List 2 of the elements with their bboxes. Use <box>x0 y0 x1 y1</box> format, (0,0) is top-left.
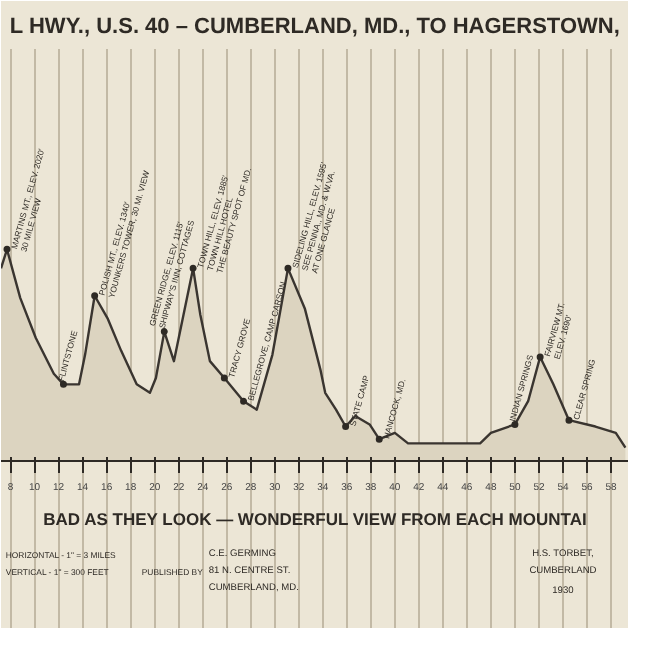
text: BAD AS THEY LOOK — WONDERFUL VIEW FROM EACH MOUNTAI <box>43 509 587 530</box>
chart-title: L HWY., U.S. 40 – CUMBERLAND, MD., TO HAGERSTOWN, <box>9 15 620 39</box>
